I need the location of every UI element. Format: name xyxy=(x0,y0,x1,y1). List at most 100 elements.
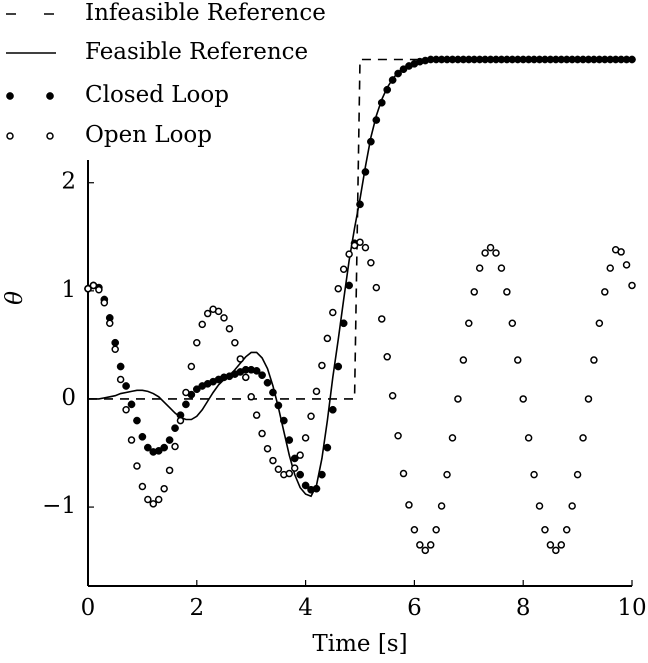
x-tick-label: 4 xyxy=(298,595,313,621)
open-loop-point xyxy=(421,546,430,555)
closed-loop-point xyxy=(372,116,381,124)
open-loop-point xyxy=(617,248,625,256)
open-loop-point xyxy=(350,241,359,250)
open-loop-point xyxy=(165,466,174,475)
legend-label: Infeasible Reference xyxy=(85,0,326,26)
open-loop-point xyxy=(590,356,598,364)
closed-loop-point xyxy=(312,484,321,493)
closed-loop-point xyxy=(296,470,305,479)
open-loop-point xyxy=(530,470,538,479)
closed-loop-point xyxy=(323,443,332,452)
open-loop-point xyxy=(242,373,250,382)
legend-swatch xyxy=(6,92,14,100)
open-loop-point xyxy=(426,541,435,549)
open-loop-point xyxy=(214,307,223,316)
closed-loop-point xyxy=(279,416,288,425)
closed-loop-point xyxy=(111,338,120,347)
open-loop-point xyxy=(367,258,375,267)
open-loop-point xyxy=(236,355,245,363)
open-loop-point xyxy=(247,393,255,401)
open-loop-point xyxy=(361,243,370,252)
x-tick-label: 6 xyxy=(407,595,422,621)
closed-loop-point xyxy=(143,443,152,452)
open-loop-point xyxy=(437,502,446,510)
open-loop-point xyxy=(329,308,337,317)
open-loop-point xyxy=(127,436,136,444)
open-loop-point xyxy=(84,284,92,293)
open-loop-point xyxy=(628,281,636,290)
open-loop-point xyxy=(203,309,212,318)
legend-swatch xyxy=(6,132,14,140)
y-tick-label: 2 xyxy=(61,169,76,195)
open-loop-point xyxy=(334,284,342,293)
open-loop-point xyxy=(606,264,614,272)
closed-loop-point xyxy=(269,388,277,397)
open-loop-point xyxy=(116,375,125,384)
open-loop-point xyxy=(307,412,315,421)
open-loop-point xyxy=(524,434,533,442)
y-tick-label: −1 xyxy=(42,493,76,519)
open-loop-point xyxy=(312,387,321,396)
open-loop-point xyxy=(541,526,549,534)
open-loop-point xyxy=(290,464,299,472)
open-loop-point xyxy=(410,526,419,534)
open-loop-point xyxy=(220,314,228,322)
closed-loop-point xyxy=(334,362,343,371)
open-loop-point xyxy=(318,361,326,370)
open-loop-point xyxy=(160,484,168,493)
open-loop-point xyxy=(356,238,364,246)
open-loop-point xyxy=(562,526,571,534)
open-loop-point xyxy=(475,264,484,272)
open-loop-point xyxy=(182,388,190,397)
open-loop-point xyxy=(486,243,495,252)
open-loop-point xyxy=(252,411,261,419)
legend-swatch xyxy=(46,92,54,100)
open-loop-point xyxy=(231,338,239,347)
closed-loop-point xyxy=(339,319,348,328)
open-loop-point xyxy=(225,324,234,333)
closed-loop-point xyxy=(182,400,190,409)
open-loop-point xyxy=(269,456,277,465)
closed-loop-point xyxy=(285,436,294,444)
open-loop-point xyxy=(274,465,283,473)
closed-loop-point xyxy=(301,481,310,490)
open-loop-point xyxy=(416,541,424,549)
closed-loop-point xyxy=(394,69,402,78)
open-loop-point xyxy=(378,315,386,323)
closed-loop-point xyxy=(388,76,397,84)
open-loop-point xyxy=(263,444,272,453)
open-loop-point xyxy=(198,320,206,329)
open-loop-point xyxy=(394,431,402,440)
open-loop-point xyxy=(323,334,332,343)
open-loop-point xyxy=(448,434,457,442)
open-loop-point xyxy=(508,319,517,328)
open-loop-point xyxy=(503,288,511,296)
open-loop-point xyxy=(383,353,391,361)
open-loop-point xyxy=(514,356,522,364)
legend-label: Feasible Reference xyxy=(85,39,308,65)
open-loop-point xyxy=(258,429,266,438)
legend: Infeasible Reference Feasible Reference Cl… xyxy=(0,0,345,160)
closed-loop-point xyxy=(258,371,266,380)
closed-loop-point xyxy=(318,470,326,479)
y-tick-label: 1 xyxy=(61,277,76,303)
closed-loop-point xyxy=(628,55,636,64)
open-loop-point xyxy=(171,442,179,451)
open-loop-point xyxy=(595,319,604,328)
open-loop-point xyxy=(519,395,527,403)
closed-loop-point xyxy=(383,85,392,94)
open-loop-point xyxy=(154,495,163,504)
y-axis-label: θ xyxy=(2,291,28,305)
legend-background xyxy=(0,0,345,160)
open-loop-point xyxy=(573,470,582,479)
open-loop-point xyxy=(149,500,158,508)
open-loop-point xyxy=(601,288,609,296)
x-tick-label: 0 xyxy=(81,595,96,621)
closed-loop-point xyxy=(116,362,125,371)
legend-label: Closed Loop xyxy=(85,82,229,108)
open-loop-point xyxy=(535,502,544,510)
x-tick-label: 10 xyxy=(617,595,646,621)
closed-loop-point xyxy=(122,382,130,390)
